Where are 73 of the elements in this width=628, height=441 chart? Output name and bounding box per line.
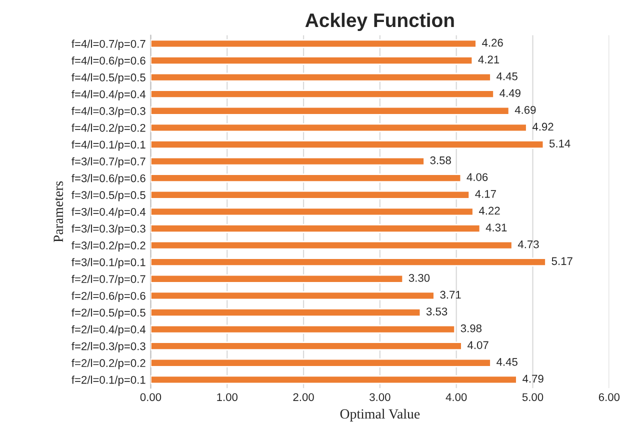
data-label: 4.26 <box>482 38 503 47</box>
y-tick-label: f=3/l=0.1/p=0.1 <box>72 258 146 268</box>
y-tick-label: f=2/l=0.5/p=0.5 <box>72 308 146 319</box>
x-tick-label: 2.00 <box>293 393 314 402</box>
bar <box>150 274 404 284</box>
bar <box>150 106 510 116</box>
data-label: 5.17 <box>552 257 572 266</box>
y-tick-label: f=4/l=0.1/p=0.1 <box>72 140 146 151</box>
y-tick-label: f=3/l=0.7/p=0.7 <box>72 157 146 168</box>
bar <box>150 90 494 99</box>
y-tick-label: f=4/l=0.2/p=0.2 <box>72 124 146 134</box>
bar <box>150 190 470 200</box>
data-label: 4.92 <box>532 122 554 131</box>
bar <box>150 224 481 233</box>
x-axis-title: Optimal Value <box>340 408 420 422</box>
data-label: 4.69 <box>514 106 536 114</box>
y-tick-label: f=3/l=0.4/p=0.4 <box>72 208 146 218</box>
bar <box>150 308 422 317</box>
bar <box>150 123 528 132</box>
data-label: 3.53 <box>426 308 448 316</box>
data-label: 3.98 <box>460 324 482 332</box>
bar <box>150 39 477 48</box>
y-tick-label: f=4/l=0.7/p=0.7 <box>72 40 146 50</box>
y-tick-label: f=4/l=0.5/p=0.5 <box>72 73 146 84</box>
data-label: 3.30 <box>408 274 430 282</box>
bar <box>150 240 513 250</box>
x-tick-label: 0.00 <box>140 393 162 402</box>
bar <box>150 72 492 82</box>
data-label: 4.45 <box>496 72 518 80</box>
y-tick-label: f=3/l=0.3/p=0.3 <box>72 224 146 235</box>
bar <box>150 291 435 300</box>
data-label: 4.07 <box>468 341 488 350</box>
data-label: 3.58 <box>430 156 451 164</box>
data-label: 4.17 <box>475 190 496 198</box>
bar <box>150 358 492 368</box>
data-label: 4.49 <box>500 89 520 98</box>
bar <box>150 342 462 351</box>
y-tick-label: f=4/l=0.3/p=0.3 <box>72 106 146 118</box>
y-tick-label: f=4/l=0.4/p=0.4 <box>72 90 146 100</box>
data-label: 5.14 <box>549 140 570 148</box>
bar <box>150 258 546 267</box>
data-label: 4.31 <box>486 224 507 232</box>
y-tick-label: f=3/l=0.6/p=0.6 <box>72 174 146 184</box>
bar <box>150 207 474 216</box>
bar <box>150 375 518 384</box>
data-label: 4.06 <box>466 173 488 182</box>
bar <box>150 140 544 149</box>
y-tick-label: f=2/l=0.4/p=0.4 <box>72 325 146 336</box>
chart-title: Ackley Function <box>305 12 454 31</box>
x-tick-label: 3.00 <box>370 393 390 402</box>
y-tick-label: f=2/l=0.2/p=0.2 <box>72 358 146 370</box>
data-label: 3.71 <box>440 290 461 299</box>
data-label: 4.22 <box>478 206 500 215</box>
bar <box>150 56 474 65</box>
y-tick-label: f=2/l=0.7/p=0.7 <box>72 274 146 286</box>
y-tick-label: f=2/l=0.3/p=0.3 <box>72 342 146 352</box>
y-tick-label: f=4/l=0.6/p=0.6 <box>72 56 146 67</box>
data-label: 4.73 <box>518 240 539 248</box>
x-tick-label: 5.00 <box>522 393 544 402</box>
data-label: 4.21 <box>478 56 500 64</box>
y-axis-title: Parameters <box>54 181 64 242</box>
bar <box>150 174 462 183</box>
x-tick-label: 6.00 <box>598 393 620 402</box>
y-tick-label: f=3/l=0.5/p=0.5 <box>72 190 146 202</box>
y-tick-label: f=2/l=0.6/p=0.6 <box>72 292 146 302</box>
bar <box>150 324 456 334</box>
bar <box>150 156 425 166</box>
y-tick-label: f=3/l=0.2/p=0.2 <box>72 241 146 252</box>
data-label: 4.79 <box>522 374 544 383</box>
x-tick-label: 4.00 <box>446 393 467 402</box>
x-tick-label: 1.00 <box>217 393 238 402</box>
y-tick-label: f=2/l=0.1/p=0.1 <box>72 376 146 386</box>
data-label: 4.45 <box>496 358 518 366</box>
